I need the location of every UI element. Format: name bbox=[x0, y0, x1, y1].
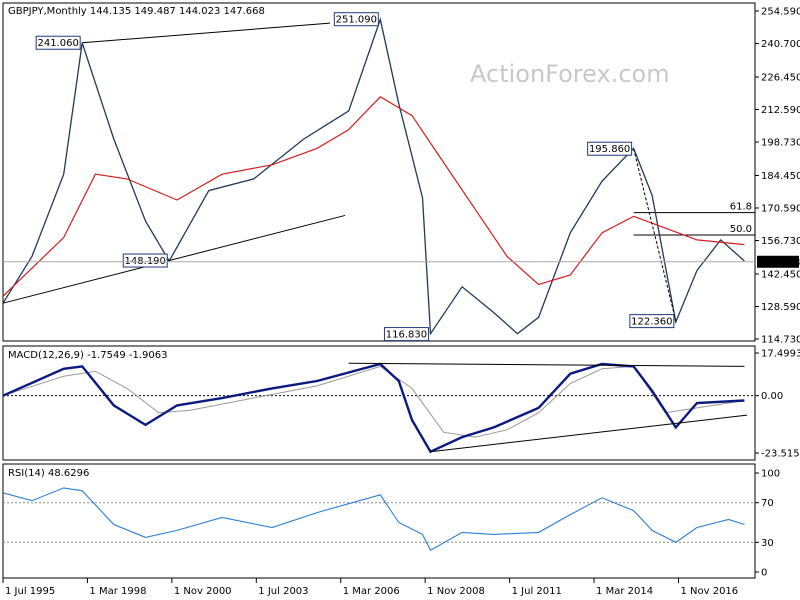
macd-bottom-trend-line bbox=[430, 414, 748, 453]
main-panel bbox=[2, 2, 756, 342]
callout-box bbox=[383, 327, 429, 342]
chart-header: GBPJPY,Monthly 144.135 149.487 144.023 1… bbox=[8, 6, 265, 17]
series-ma-line bbox=[2, 96, 745, 297]
callout-box bbox=[587, 141, 633, 156]
callout-box bbox=[35, 35, 81, 50]
main-y-tick-label: 226.450 bbox=[761, 72, 800, 83]
callout-box bbox=[629, 314, 675, 329]
main-y-tick-label: 198.730 bbox=[761, 138, 800, 149]
series-price-line bbox=[2, 17, 745, 336]
main-y-tick-label: 184.450 bbox=[761, 171, 800, 182]
rsi-y-tick-label: 100 bbox=[761, 469, 780, 480]
macd-macd-line bbox=[2, 362, 745, 454]
macd-y-tick-label: 0.00 bbox=[761, 391, 783, 402]
callout-label: 251.090 bbox=[336, 15, 377, 26]
support-trend-line bbox=[2, 214, 346, 304]
macd-y-tick-label: 17.4993 bbox=[761, 349, 800, 360]
x-tick-label: 1 Nov 2000 bbox=[174, 586, 232, 597]
callout-label: 116.830 bbox=[386, 330, 427, 341]
last-price-badge bbox=[757, 255, 799, 268]
rsi-y-tick-label: 0 bbox=[761, 568, 767, 579]
rsi-panel bbox=[2, 463, 756, 579]
main-y-tick-label: 212.590 bbox=[761, 105, 800, 116]
x-tick-label: 1 Mar 1998 bbox=[89, 586, 146, 597]
fib-label: 61.8 bbox=[730, 202, 752, 213]
main-y-tick-label: 128.590 bbox=[761, 302, 800, 313]
rsi-label: RSI(14) 48.6296 bbox=[8, 468, 89, 479]
main-y-tick-label: 142.450 bbox=[761, 269, 800, 280]
x-tick-label: 1 Jul 2011 bbox=[512, 586, 562, 597]
macd-y-tick-label: -23.5153 bbox=[761, 449, 800, 460]
rsi-rsi-line bbox=[2, 487, 745, 551]
x-tick-label: 1 Mar 2006 bbox=[343, 586, 400, 597]
decline-line bbox=[633, 148, 677, 322]
main-y-tick-label: 170.590 bbox=[761, 203, 800, 214]
fib-label: 50.0 bbox=[730, 224, 752, 235]
macd-label: MACD(12,26,9) -1.7549 -1.9063 bbox=[8, 350, 168, 361]
callout-label: 122.360 bbox=[631, 317, 672, 328]
callout-label: 241.060 bbox=[37, 38, 78, 49]
main-y-tick-label: 240.700 bbox=[761, 39, 800, 50]
last-price-label: 147.668 bbox=[759, 257, 800, 268]
x-tick-label: 1 Mar 2014 bbox=[596, 586, 653, 597]
top-trend-line bbox=[82, 22, 331, 44]
main-y-tick-label: 114.730 bbox=[761, 335, 800, 346]
rsi-y-tick-label: 30 bbox=[761, 538, 774, 549]
macd-top-trend-line bbox=[348, 362, 745, 367]
watermark: ActionForex.com bbox=[470, 60, 670, 88]
main-y-tick-label: 254.590 bbox=[761, 7, 800, 18]
x-tick-label: 1 Nov 2008 bbox=[427, 586, 485, 597]
main-y-tick-label: 156.730 bbox=[761, 236, 800, 247]
callout-box bbox=[122, 253, 168, 268]
x-tick-label: 1 Nov 2016 bbox=[680, 586, 738, 597]
rsi-y-tick-label: 70 bbox=[761, 498, 774, 509]
x-tick-label: 1 Jul 2003 bbox=[258, 586, 308, 597]
callout-label: 195.860 bbox=[589, 144, 630, 155]
x-tick-label: 1 Jul 1995 bbox=[5, 586, 55, 597]
callout-box bbox=[333, 12, 379, 27]
macd-panel bbox=[2, 345, 756, 461]
